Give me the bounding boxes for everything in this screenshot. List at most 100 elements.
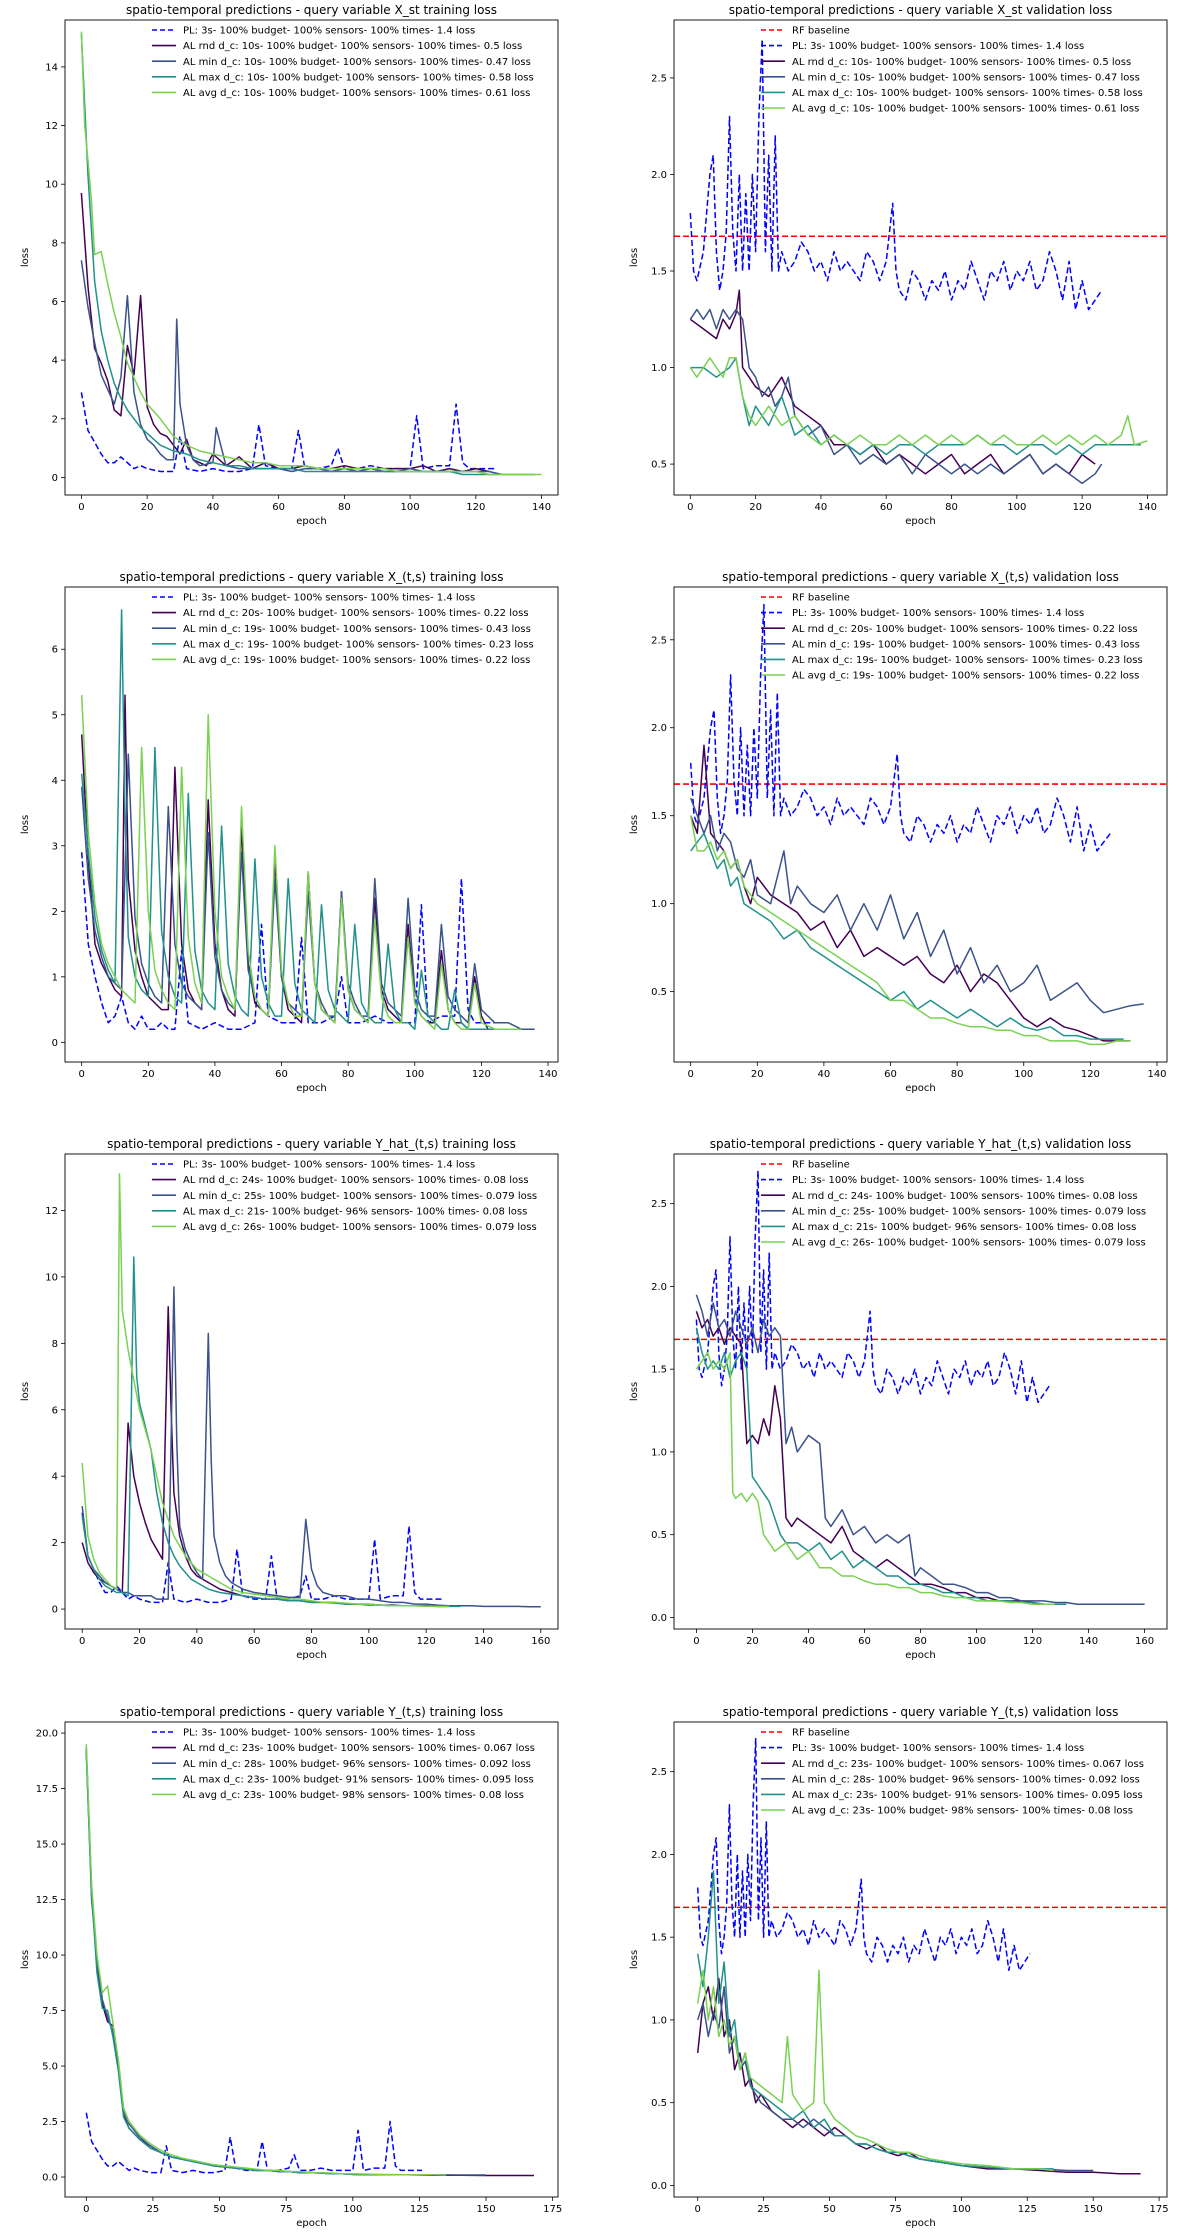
series-line-5	[696, 1969, 1054, 2172]
y-tick-label: 4	[52, 776, 58, 787]
legend-label: AL avg d_c: 23s- 100% budget- 98% sensor…	[792, 1806, 1133, 1817]
y-axis-label: loss	[629, 1950, 640, 1969]
x-tick-label: 175	[1150, 2204, 1169, 2215]
legend-label: AL max d_c: 10s- 100% budget- 100% senso…	[792, 88, 1143, 99]
y-tick-label: 1.0	[651, 363, 667, 374]
legend-label: AL min d_c: 28s- 100% budget- 96% sensor…	[183, 1759, 531, 1770]
legend-label: AL max d_c: 23s- 100% budget- 91% sensor…	[792, 1790, 1143, 1801]
x-tick-label: 175	[543, 2204, 562, 2215]
x-tick-label: 25	[757, 2204, 770, 2215]
legend-label: PL: 3s- 100% budget- 100% sensors- 100% …	[183, 1728, 475, 1739]
plot-area	[65, 1722, 558, 2197]
y-tick-label: 2.0	[651, 723, 667, 734]
x-tick-label: 0	[687, 502, 693, 513]
legend-label: AL avg d_c: 26s- 100% budget- 100% senso…	[183, 1222, 537, 1233]
x-axis-label: epoch	[905, 516, 935, 527]
y-tick-label: 0.0	[42, 2173, 58, 2184]
x-tick-label: 40	[815, 502, 828, 513]
legend-label: AL min d_c: 25s- 100% budget- 100% senso…	[183, 1191, 537, 1202]
chart-title: spatio-temporal predictions - query vari…	[119, 570, 503, 584]
x-tick-label: 40	[818, 1069, 831, 1080]
legend-label: RF baseline	[792, 26, 850, 37]
series-group	[80, 609, 535, 1030]
plot-area	[674, 20, 1167, 495]
y-tick-label: 1.0	[651, 2015, 667, 2026]
series-group	[674, 1169, 1167, 1605]
y-tick-label: 2.5	[651, 1767, 667, 1778]
y-tick-label: 1.5	[651, 267, 667, 278]
x-tick-label: 140	[1138, 502, 1157, 513]
y-tick-label: 0.5	[651, 987, 667, 998]
x-tick-label: 100	[359, 1636, 378, 1647]
legend: PL: 3s- 100% budget- 100% sensors- 100% …	[152, 26, 534, 99]
chart-panel-6: 0 20 40 60 80 100 120 140 160 0.0 0.5 1.0 1.5 2.0 2.5 e…	[629, 1137, 1168, 1661]
x-axis-label: epoch	[296, 1083, 326, 1094]
legend-label: AL max d_c: 19s- 100% budget- 100% senso…	[183, 639, 534, 650]
chart-panel-5: 0 20 40 60 80 100 120 140 160 0 2 4 6 8 10 12 epoch loss s…	[20, 1137, 559, 1661]
y-tick-label: 0.5	[651, 1530, 667, 1541]
legend-label: AL min d_c: 10s- 100% budget- 100% senso…	[792, 72, 1140, 83]
x-tick-label: 150	[1084, 2204, 1103, 2215]
series-group	[674, 1737, 1167, 2175]
legend-label: PL: 3s- 100% budget- 100% sensors- 100% …	[792, 1175, 1084, 1186]
legend-label: AL rnd d_c: 10s- 100% budget- 100% senso…	[792, 57, 1131, 68]
legend: PL: 3s- 100% budget- 100% sensors- 100% …	[152, 593, 534, 666]
chart-title: spatio-temporal predictions - query vari…	[723, 1705, 1119, 1719]
series-line-1	[696, 1737, 1031, 1972]
x-axis-label: epoch	[905, 1083, 935, 1094]
x-axis-label: epoch	[905, 1650, 935, 1661]
x-tick-label: 120	[417, 1636, 436, 1647]
plot-frame	[64, 586, 559, 1063]
plot-frame	[64, 1721, 559, 2198]
x-tick-label: 140	[1079, 1636, 1098, 1647]
x-tick-label: 20	[141, 502, 154, 513]
y-tick-label: 1.0	[651, 899, 667, 910]
legend: PL: 3s- 100% budget- 100% sensors- 100% …	[152, 1728, 535, 1801]
series-line-5	[80, 31, 542, 476]
series-line-4	[696, 1870, 1054, 2170]
y-axis-label: loss	[629, 815, 640, 834]
x-axis-label: epoch	[296, 516, 326, 527]
x-tick-label: 75	[889, 2204, 902, 2215]
y-tick-label: 2.0	[651, 170, 667, 181]
series-line-3	[689, 797, 1144, 1014]
x-tick-label: 125	[1018, 2204, 1037, 2215]
series-line-5	[80, 695, 522, 1030]
legend: PL: 3s- 100% budget- 100% sensors- 100% …	[152, 1160, 537, 1233]
y-tick-label: 2	[52, 907, 58, 918]
x-tick-label: 50	[823, 2204, 836, 2215]
series-group	[674, 38, 1167, 485]
legend-label: AL rnd d_c: 20s- 100% budget- 100% senso…	[792, 624, 1138, 635]
y-tick-label: 0	[52, 473, 58, 484]
y-tick-label: 2.0	[651, 1282, 667, 1293]
x-tick-label: 60	[884, 1069, 897, 1080]
legend: RF baseline PL: 3s- 100% budget- 100% sen…	[761, 26, 1143, 115]
chart-panel-1: 0 20 40 60 80 100 120 140 0 2 4 6 8 10 12 14 epoch loss sp…	[20, 3, 559, 527]
y-tick-label: 2.0	[651, 1850, 667, 1861]
y-tick-label: 15.0	[36, 1840, 58, 1851]
legend-label: AL avg d_c: 23s- 100% budget- 98% sensor…	[183, 1790, 524, 1801]
legend-label: RF baseline	[792, 1728, 850, 1739]
legend-label: AL rnd d_c: 24s- 100% budget- 100% senso…	[183, 1175, 529, 1186]
y-tick-label: 4	[52, 356, 58, 367]
x-tick-label: 20	[746, 1636, 759, 1647]
y-tick-label: 2	[52, 414, 58, 425]
y-tick-label: 3	[52, 841, 58, 852]
series-line-1	[80, 392, 496, 473]
legend-label: AL avg d_c: 26s- 100% budget- 100% senso…	[792, 1238, 1146, 1249]
y-tick-label: 17.5	[36, 1784, 58, 1795]
x-tick-label: 60	[880, 502, 893, 513]
legend-label: PL: 3s- 100% budget- 100% sensors- 100% …	[792, 1743, 1084, 1754]
y-tick-label: 12	[45, 121, 58, 132]
series-line-5	[85, 1744, 447, 2176]
x-tick-label: 40	[207, 502, 220, 513]
legend-label: AL rnd d_c: 20s- 100% budget- 100% senso…	[183, 608, 529, 619]
y-axis-label: loss	[20, 815, 31, 834]
legend-label: AL max d_c: 21s- 100% budget- 96% sensor…	[183, 1206, 527, 1217]
x-tick-label: 100	[952, 2204, 971, 2215]
legend-label: AL rnd d_c: 24s- 100% budget- 100% senso…	[792, 1191, 1138, 1202]
x-tick-label: 100	[343, 2204, 362, 2215]
y-axis-label: loss	[20, 1382, 31, 1401]
series-line-5	[695, 1351, 1055, 1605]
x-tick-label: 100	[1014, 1069, 1033, 1080]
